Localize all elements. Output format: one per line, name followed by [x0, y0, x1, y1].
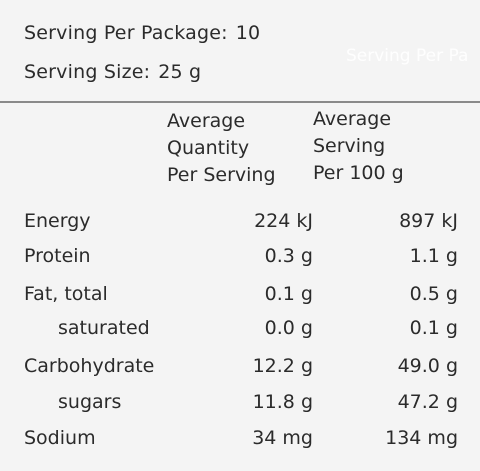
nutrient-label: saturated [58, 317, 150, 339]
nutrient-row-protein: Protein 0.3 g 1.1 g [0, 245, 480, 275]
value-per-serving: 0.1 g [264, 283, 313, 305]
serving-per-package-label: Serving Per Package: [24, 22, 228, 44]
ghost-overlay-text: Serving Per Pa [346, 46, 469, 66]
column-header-per-serving: Average Quantity Per Serving [167, 108, 276, 189]
nutrient-label: Protein [24, 245, 91, 267]
value-per-serving: 11.8 g [252, 391, 313, 413]
value-per-serving: 224 kJ [254, 210, 313, 232]
column-header-per-100g: Average Serving Per 100 g [313, 106, 404, 187]
nutrient-label: Sodium [24, 427, 96, 449]
nutrient-label: Carbohydrate [24, 355, 155, 377]
value-per-100g: 47.2 g [397, 391, 458, 413]
serving-size-label: Serving Size: [24, 61, 151, 83]
nutrient-row-energy: Energy 224 kJ 897 kJ [0, 210, 480, 240]
column-header-per-100g-line: Serving [313, 135, 386, 157]
column-header-per-100g-line: Per 100 g [313, 162, 404, 184]
header-divider [0, 101, 480, 103]
value-per-100g: 49.0 g [397, 355, 458, 377]
value-per-serving: 0.3 g [264, 245, 313, 267]
serving-size-value: 25 g [158, 61, 202, 83]
value-per-100g: 1.1 g [409, 245, 458, 267]
nutrient-row-sugars: sugars 11.8 g 47.2 g [0, 391, 480, 421]
serving-per-package: Serving Per Package: 10 [24, 22, 260, 44]
value-per-serving: 12.2 g [252, 355, 313, 377]
value-per-serving: 34 mg [252, 427, 313, 449]
value-per-100g: 897 kJ [399, 210, 458, 232]
nutrient-row-sodium: Sodium 34 mg 134 mg [0, 427, 480, 457]
column-header-per-100g-line: Average [313, 108, 392, 130]
nutrient-label: Energy [24, 210, 91, 232]
value-per-serving: 0.0 g [264, 317, 313, 339]
nutrient-row-saturated: saturated 0.0 g 0.1 g [0, 317, 480, 347]
column-header-per-serving-line: Per Serving [167, 164, 276, 186]
nutrient-row-fat-total: Fat, total 0.1 g 0.5 g [0, 283, 480, 313]
nutrient-label: Fat, total [24, 283, 108, 305]
value-per-100g: 0.5 g [409, 283, 458, 305]
value-per-100g: 0.1 g [409, 317, 458, 339]
serving-per-package-value: 10 [235, 22, 261, 44]
column-header-per-serving-line: Quantity [167, 137, 250, 159]
nutrient-row-carbohydrate: Carbohydrate 12.2 g 49.0 g [0, 355, 480, 385]
nutrient-label: sugars [58, 391, 122, 413]
column-header-per-serving-line: Average [167, 110, 246, 132]
value-per-100g: 134 mg [385, 427, 458, 449]
serving-size: Serving Size: 25 g [24, 61, 201, 83]
